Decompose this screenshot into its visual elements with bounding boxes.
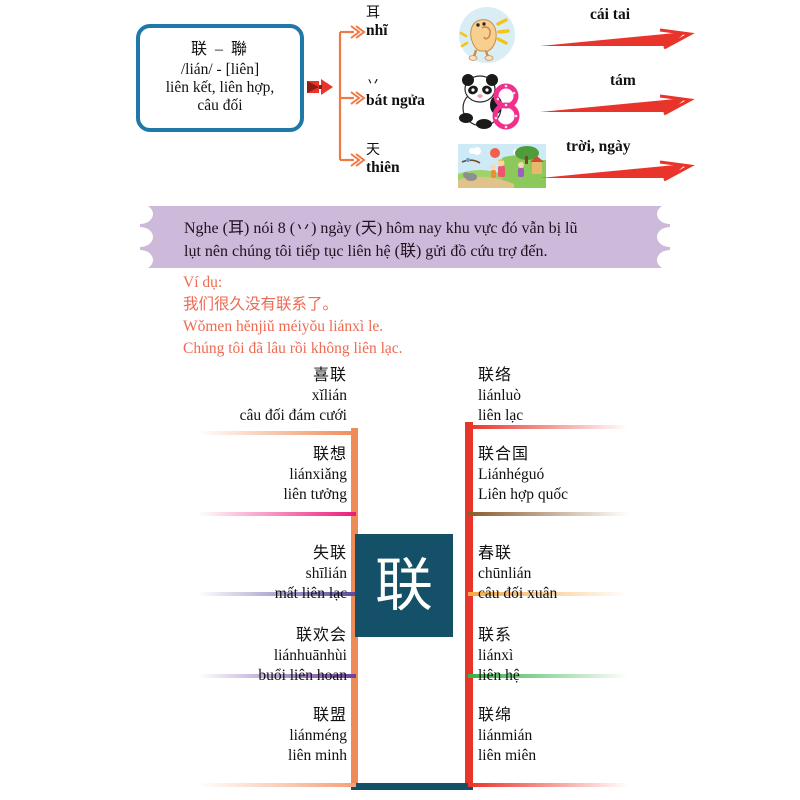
branch-divider xyxy=(198,431,356,435)
component-item-2: 天 thiên xyxy=(366,143,456,178)
meaning-label: cái tai xyxy=(590,6,631,23)
word-hanzi: 春联 xyxy=(478,545,513,562)
example-label: Ví dụ: xyxy=(183,274,223,291)
branch-divider xyxy=(198,783,356,787)
right-spine-bar xyxy=(465,422,473,790)
component-hanzi: 天 xyxy=(366,143,380,158)
left-spine-bar xyxy=(351,428,358,790)
component-item-0: 耳 nhĩ xyxy=(366,6,456,41)
word-pinyin: xǐlián xyxy=(311,387,347,404)
example-section: Ví dụ: 我们很久没有联系了。 Wǒmen hěnjiǔ méiyǒu li… xyxy=(183,272,633,360)
example-hanzi: 我们很久没有联系了。 xyxy=(183,296,339,313)
word-web-section: 联 喜联 xǐlián câu đối đám cưới 联想 liánxiǎn… xyxy=(0,362,800,800)
word-pinyin: liánluò xyxy=(478,387,522,404)
example-pinyin: Wǒmen hěnjiǔ méiyǒu liánxì le. xyxy=(183,318,384,335)
branch-divider xyxy=(468,512,628,516)
banner-notch xyxy=(127,227,153,247)
branch-divider xyxy=(198,512,356,516)
component-hanzi: 耳 xyxy=(366,6,380,21)
word-entry-left-3: 联欢会 liánhuānhùi buổi liên hoan xyxy=(182,626,347,686)
arrow-right-icon xyxy=(540,160,700,187)
mnemonic-line-2: lụt nên chúng tôi tiếp tục liên hệ (联) g… xyxy=(184,243,548,261)
branch-divider xyxy=(468,425,628,429)
panda-eight-icon xyxy=(458,72,524,134)
word-hanzi: 联络 xyxy=(478,367,513,384)
branch-divider xyxy=(198,592,356,596)
word-pinyin: liánxiǎng xyxy=(289,466,347,483)
headword-meaning-line2: câu đối xyxy=(197,97,243,115)
meaning-label: tám xyxy=(610,72,636,89)
word-pinyin: liánhuānhùi xyxy=(273,647,347,664)
word-entry-left-0: 喜联 xǐlián câu đối đám cưới xyxy=(182,366,347,426)
word-hanzi: 联绵 xyxy=(478,707,513,724)
branch-bracket-icon xyxy=(338,22,366,170)
branch-divider xyxy=(198,674,356,678)
mnemonic-line-1: Nghe (耳) nói 8 (丷) ngày (天) hôm nay khu … xyxy=(184,220,578,237)
word-entry-right-2: 春联 chūnlián câu đối xuân xyxy=(478,544,643,604)
word-pinyin: Liánhéguó xyxy=(478,466,545,483)
example-translation: Chúng tôi đã lâu rồi không liên lạc. xyxy=(183,340,403,357)
component-reading: nhĩ xyxy=(366,22,388,40)
word-pinyin: liánxì xyxy=(478,647,514,664)
branch-divider xyxy=(468,783,628,787)
banner-notch xyxy=(127,204,153,224)
word-hanzi: 联合国 xyxy=(478,446,530,463)
branch-divider xyxy=(468,674,628,678)
word-hanzi: 失联 xyxy=(312,545,347,562)
word-pinyin: liánméng xyxy=(289,727,347,744)
word-meaning: liên lạc xyxy=(478,407,524,425)
component-reading: bát ngửa xyxy=(366,92,425,110)
sky-landscape-icon xyxy=(458,144,546,188)
word-entry-left-4: 联盟 liánméng liên minh xyxy=(182,706,347,766)
mnemonic-banner: Nghe (耳) nói 8 (丷) ngày (天) hôm nay khu … xyxy=(127,204,683,270)
word-entry-right-0: 联络 liánluò liên lạc xyxy=(478,366,643,426)
word-entry-right-1: 联合国 Liánhéguó Liên hợp quốc xyxy=(478,445,643,505)
word-pinyin: chūnlián xyxy=(478,565,532,582)
branch-divider xyxy=(468,592,628,596)
double-arrow-marker-icon xyxy=(306,77,338,97)
word-hanzi: 联欢会 xyxy=(295,627,347,644)
component-item-1: 丷 bát ngửa xyxy=(366,76,456,111)
headword-hanzi: 联 – 聯 xyxy=(190,40,249,58)
word-hanzi: 联系 xyxy=(478,627,513,644)
word-meaning: mất liên lạc xyxy=(274,585,347,603)
meaning-label: trời, ngày xyxy=(566,138,631,155)
mnemonic-text: Nghe (耳) nói 8 (丷) ngày (天) hôm nay khu … xyxy=(184,217,634,263)
word-meaning: câu đối đám cưới xyxy=(239,407,347,425)
headword-box: 联 – 聯 /lián/ - [liên] liên kết, liên hợp… xyxy=(136,24,304,132)
word-pinyin: liánmián xyxy=(478,727,533,744)
arrow-right-icon xyxy=(540,28,700,55)
component-reading: thiên xyxy=(366,159,400,177)
headword-pinyin: /lián/ - [liên] xyxy=(180,60,260,78)
word-hanzi: 联盟 xyxy=(312,707,347,724)
word-meaning: câu đối xuân xyxy=(478,585,558,603)
word-pinyin: shīlián xyxy=(305,565,347,582)
word-entry-right-4: 联绵 liánmián liên miên xyxy=(478,706,643,766)
component-breakdown-section: 联 – 聯 /lián/ - [liên] liên kết, liên hợp… xyxy=(0,0,800,200)
word-meaning: Liên hợp quốc xyxy=(478,486,568,504)
banner-notch xyxy=(657,204,683,224)
word-hanzi: 联想 xyxy=(312,446,347,463)
banner-notch xyxy=(127,250,153,270)
word-meaning: liên tưởng xyxy=(283,486,347,504)
cartoon-ear-icon xyxy=(458,6,516,64)
word-entry-left-2: 失联 shīlián mất liên lạc xyxy=(182,544,347,604)
word-entry-left-1: 联想 liánxiǎng liên tưởng xyxy=(182,445,347,505)
word-meaning: buổi liên hoan xyxy=(258,667,347,685)
word-meaning: liên hệ xyxy=(478,667,520,685)
center-character-tile: 联 xyxy=(355,534,453,637)
word-meaning: liên miên xyxy=(478,747,537,765)
arrow-right-icon xyxy=(540,94,700,121)
word-meaning: liên minh xyxy=(288,747,347,765)
banner-notch xyxy=(657,227,683,247)
base-bar xyxy=(351,783,473,790)
component-hanzi: 丷 xyxy=(366,76,380,91)
banner-notch xyxy=(657,250,683,270)
word-entry-right-3: 联系 liánxì liên hệ xyxy=(478,626,643,686)
headword-meaning-line1: liên kết, liên hợp, xyxy=(165,78,275,96)
word-hanzi: 喜联 xyxy=(312,367,347,384)
